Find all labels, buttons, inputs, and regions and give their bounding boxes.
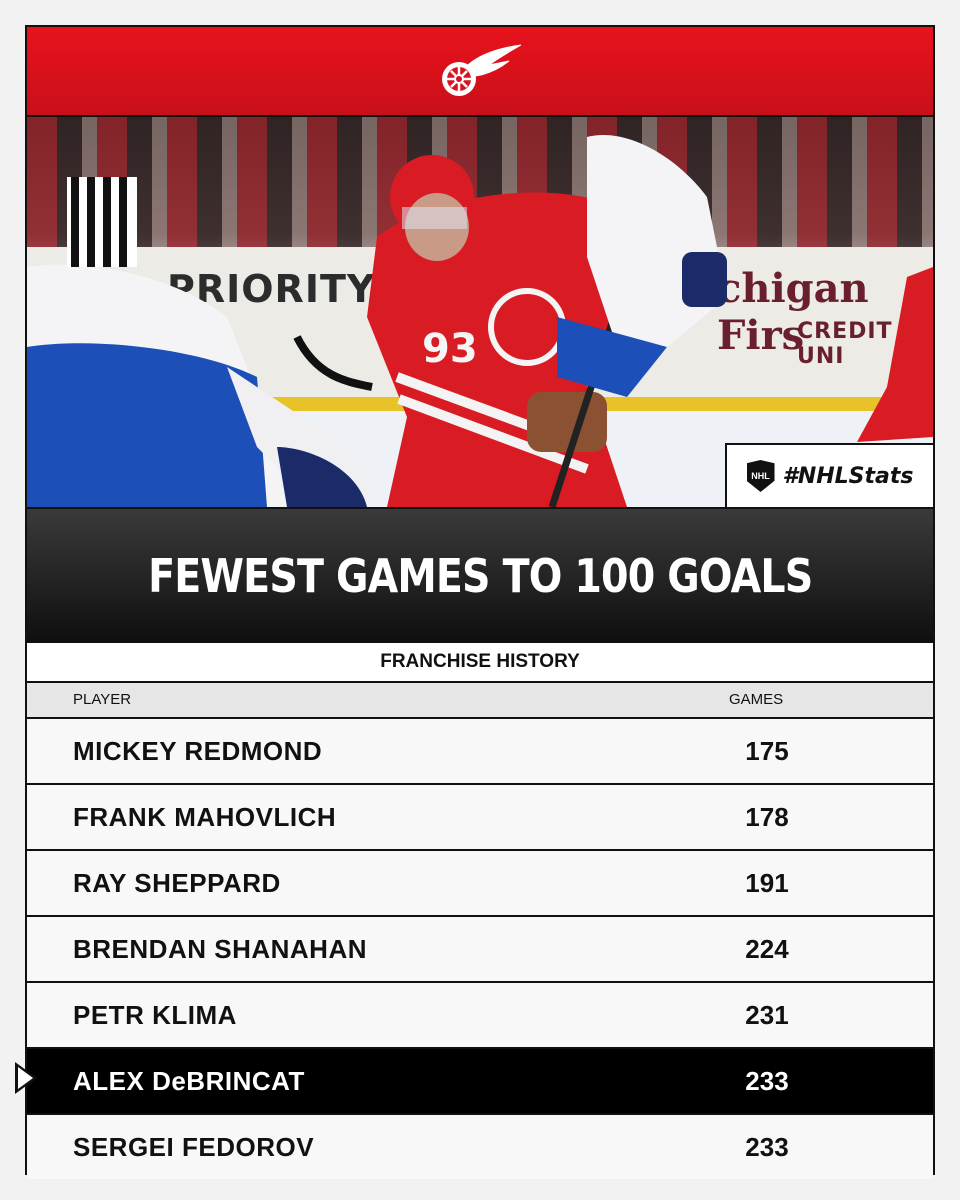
page-subtitle: FRANCHISE HISTORY: [380, 651, 580, 672]
player-name: SERGEI FEDOROV: [73, 1132, 315, 1162]
table-row: PETR KLIMA 231: [27, 983, 933, 1049]
table-row: SERGEI FEDOROV 233: [27, 1115, 933, 1179]
highlight-pointer-icon: [15, 1062, 37, 1094]
column-header-player: PLAYER: [73, 691, 132, 708]
red-wings-logo-icon: [442, 44, 522, 96]
board-ad-right: chigan Firs: [717, 265, 869, 359]
games-value: 175: [745, 736, 789, 766]
player-name: ALEX DeBRINCAT: [73, 1066, 305, 1096]
games-value: 224: [745, 934, 789, 964]
title-bar: FEWEST GAMES TO 100 GOALS: [27, 507, 933, 645]
games-value: 178: [745, 802, 789, 832]
table-row: BRENDAN SHANAHAN 224: [27, 917, 933, 983]
nhl-stats-badge: NHL #NHLStats: [725, 443, 933, 507]
table-header: PLAYER GAMES: [27, 683, 933, 719]
table-body: MICKEY REDMOND 175 FRANK MAHOVLICH 178 R…: [27, 719, 933, 1179]
hashtag-label: #NHLStats: [782, 463, 914, 489]
player-name: FRANK MAHOVLICH: [73, 802, 337, 832]
header-bar: [27, 27, 933, 117]
board-ad-right-sub: CREDIT UNI: [797, 319, 893, 369]
games-value: 233: [745, 1132, 789, 1162]
table-row-highlighted: ALEX DeBRINCAT 233: [27, 1049, 933, 1115]
hero-photo: PRIORITY chigan Firs CREDIT UNI 93: [27, 117, 933, 507]
players-illustration: 93: [27, 135, 933, 507]
games-value: 231: [745, 1000, 789, 1030]
subtitle-bar: FRANCHISE HISTORY: [27, 643, 933, 683]
column-header-games: GAMES: [729, 691, 784, 708]
table-row: FRANK MAHOVLICH 178: [27, 785, 933, 851]
games-value: 191: [745, 868, 789, 898]
player-name: RAY SHEPPARD: [73, 868, 281, 898]
page-title: FEWEST GAMES TO 100 GOALS: [147, 549, 813, 603]
player-name: BRENDAN SHANAHAN: [73, 934, 367, 964]
player-name: PETR KLIMA: [73, 1000, 237, 1030]
nhl-shield-icon: NHL: [746, 460, 775, 492]
table-row: MICKEY REDMOND 175: [27, 719, 933, 785]
games-value: 233: [745, 1066, 789, 1096]
svg-text:93: 93: [422, 326, 478, 372]
player-name: MICKEY REDMOND: [73, 736, 323, 766]
table-row: RAY SHEPPARD 191: [27, 851, 933, 917]
graphic-frame: PRIORITY chigan Firs CREDIT UNI 93: [25, 25, 935, 1179]
